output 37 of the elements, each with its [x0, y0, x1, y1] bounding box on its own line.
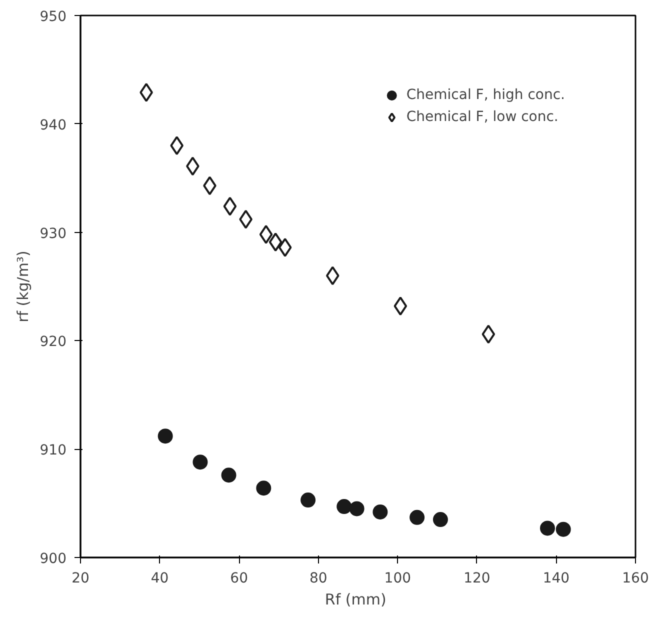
- point: [256, 480, 272, 496]
- y-tick-label: 910: [40, 442, 67, 459]
- x-tick-label: 120: [464, 570, 490, 586]
- x-tick-label: 60: [230, 570, 248, 586]
- point: [432, 512, 448, 528]
- point: [158, 428, 173, 444]
- y-tick-label: 940: [40, 117, 67, 134]
- point: [268, 232, 282, 252]
- y-tick-label: 900: [40, 551, 67, 567]
- point: [540, 520, 555, 536]
- y-tick-label: 950: [40, 9, 67, 25]
- point: [556, 522, 571, 537]
- point: [372, 504, 388, 520]
- point: [410, 510, 425, 525]
- point: [482, 324, 496, 344]
- point: [223, 196, 237, 216]
- point: [192, 454, 208, 470]
- y-tick-label: 920: [40, 334, 67, 350]
- point: [394, 296, 408, 316]
- x-tick-label: 40: [150, 570, 169, 586]
- x-tick-label: 140: [542, 570, 570, 586]
- x-tick-label: 100: [384, 570, 412, 586]
- x-tick-label: 20: [72, 570, 90, 586]
- point: [259, 224, 273, 244]
- x-tick-label: 160: [622, 570, 649, 586]
- legend-label: Chemical F, low conc.: [406, 109, 558, 125]
- point: [278, 238, 292, 257]
- x-axis-title: Rf (mm): [324, 590, 386, 608]
- y-axis-title: rf (kg/m³): [14, 250, 32, 322]
- point: [336, 499, 352, 514]
- point: [221, 468, 236, 483]
- point: [326, 266, 340, 286]
- y-tick-label: 930: [40, 226, 67, 242]
- point: [300, 492, 316, 508]
- x-tick-label: 80: [309, 570, 328, 586]
- point: [349, 501, 364, 516]
- legend-label: Chemical F, high conc.: [406, 87, 565, 103]
